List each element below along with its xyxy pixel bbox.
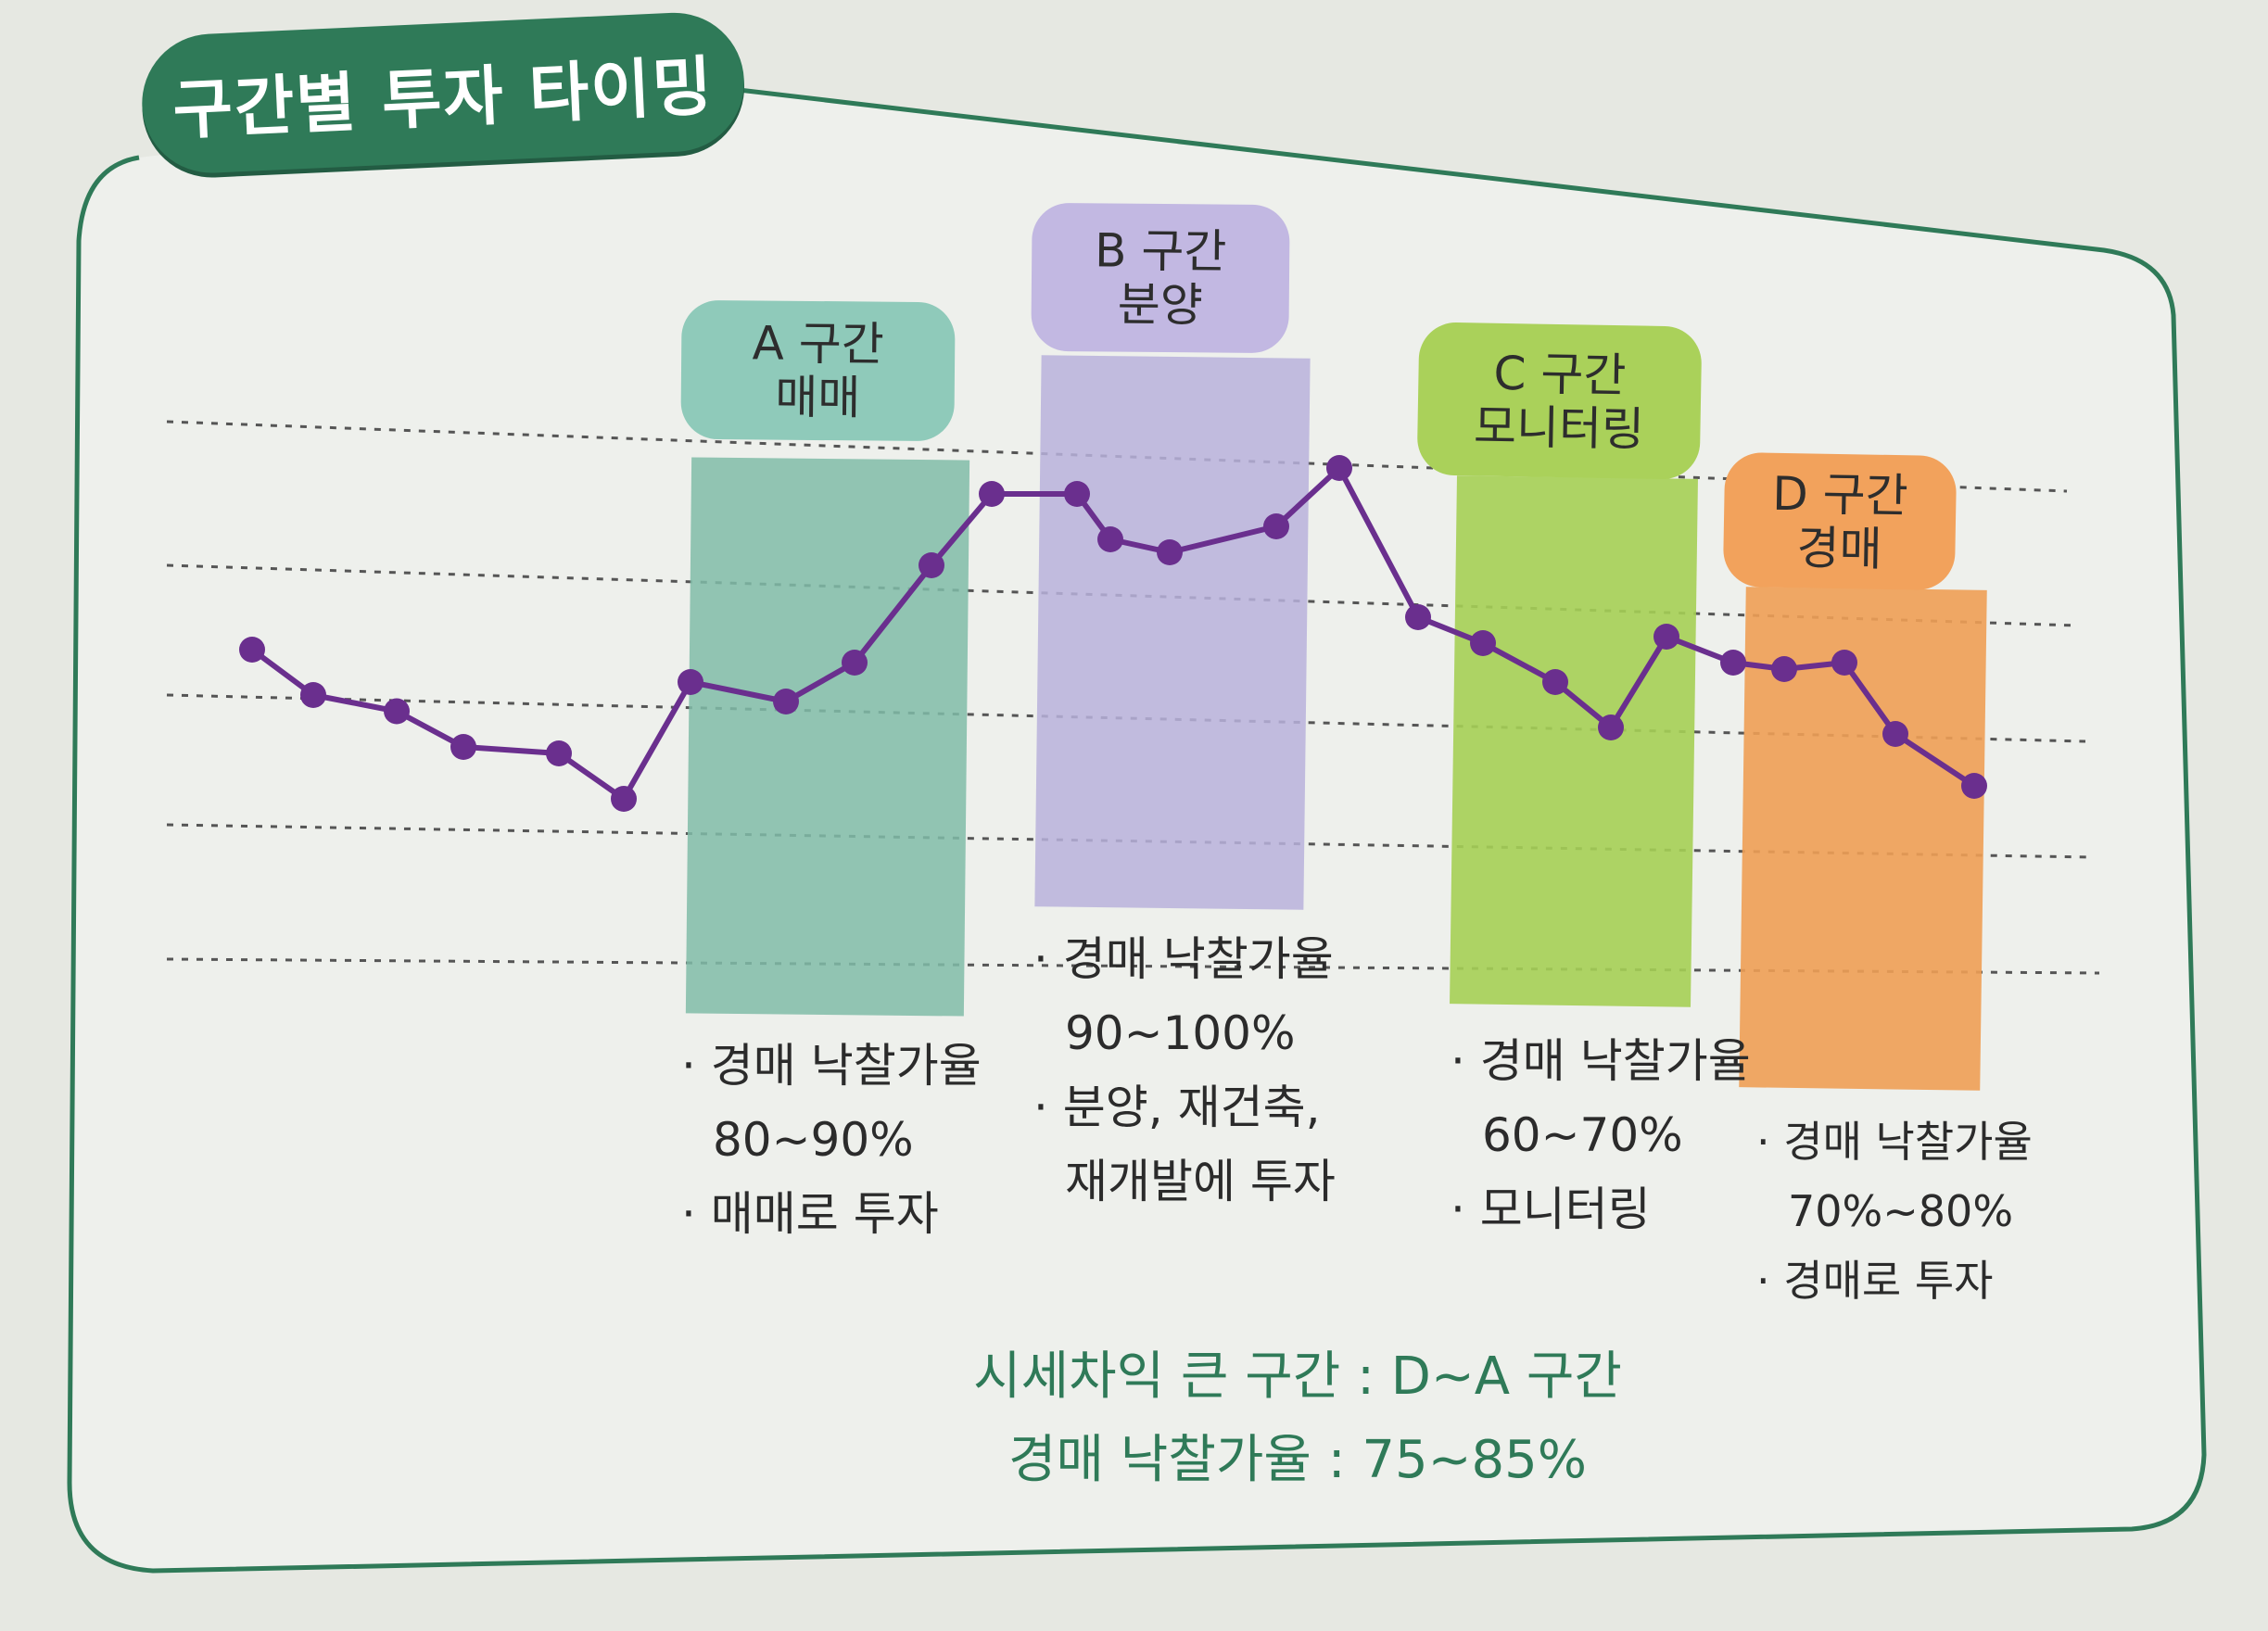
zone-a-details: · 경매 낙찰가율 80~90% · 매매로 투자 xyxy=(681,1029,982,1251)
zone-a-bullet-2: · 매매로 투자 xyxy=(681,1187,939,1241)
zone-b-bullet-1-cont: 90~100% xyxy=(1065,1006,1296,1060)
data-point xyxy=(1097,526,1123,552)
zone-d-label: D 구간 경매 xyxy=(1722,451,1958,591)
zone-a-label: A 구간 매매 xyxy=(680,299,956,442)
data-point xyxy=(1653,624,1679,650)
data-point xyxy=(919,552,944,578)
zone-b-bullet-1: · 경매 낙찰가율 xyxy=(1033,932,1334,986)
zone-c-details: · 경매 낙찰가율 60~70% · 모니터링 xyxy=(1451,1024,1751,1246)
data-point xyxy=(1961,773,1987,799)
data-point xyxy=(1831,650,1857,676)
data-point xyxy=(384,698,410,725)
data-point xyxy=(239,637,265,663)
data-point xyxy=(979,481,1005,507)
data-point xyxy=(1771,656,1797,682)
zone-b-type: 분양 xyxy=(1117,277,1203,333)
zone-c-type: 모니터링 xyxy=(1473,398,1645,457)
data-point xyxy=(300,682,326,708)
zone-a-type: 매매 xyxy=(774,370,861,425)
data-point xyxy=(1470,630,1496,656)
zone-c-name: C 구간 xyxy=(1493,346,1627,402)
data-point xyxy=(1157,539,1183,565)
data-point xyxy=(1542,669,1568,695)
zone-b-name: B 구간 xyxy=(1094,223,1227,279)
data-point xyxy=(1326,455,1352,481)
data-point xyxy=(773,689,799,714)
zone-d-bullet-1-cont: 70%~80% xyxy=(1788,1186,2014,1236)
zone-b-area xyxy=(1034,355,1311,910)
data-point xyxy=(1263,513,1289,539)
diagram-title-badge: 구간별 투자 타이밍 xyxy=(139,9,748,176)
data-point xyxy=(678,669,703,695)
data-point xyxy=(1720,650,1746,676)
data-point xyxy=(611,786,637,812)
zone-b-label: B 구간 분양 xyxy=(1031,202,1290,354)
zone-a-area xyxy=(685,457,970,1017)
data-point xyxy=(1405,604,1431,630)
zone-b-bullet-2: · 분양, 재건축, xyxy=(1033,1081,1321,1134)
zone-d-bullet-1: · 경매 낙찰가율 xyxy=(1756,1117,2033,1167)
zone-c-bullet-1: · 경매 낙찰가율 xyxy=(1451,1034,1751,1088)
summary-line-1: 시세차익 큰 구간 : D~A 구간 xyxy=(973,1347,1622,1407)
zone-c-bullet-2: · 모니터링 xyxy=(1451,1182,1651,1236)
zone-c-area xyxy=(1450,475,1698,1007)
data-point xyxy=(1064,481,1090,507)
zone-a-bullet-1: · 경매 낙찰가율 xyxy=(681,1039,982,1093)
data-point xyxy=(450,734,476,760)
data-point xyxy=(1882,721,1908,747)
zone-c-bullet-1-cont: 60~70% xyxy=(1482,1108,1683,1162)
data-point xyxy=(1598,714,1624,740)
zone-a-name: A 구간 xyxy=(752,316,885,372)
data-point xyxy=(842,650,868,676)
data-point xyxy=(546,740,572,766)
zone-d-name: D 구간 xyxy=(1771,466,1909,523)
zone-b-details: · 경매 낙찰가율 90~100% · 분양, 재건축, 재개발에 투자 xyxy=(1033,922,1336,1219)
zone-b-bullet-2-cont: 재개발에 투자 xyxy=(1065,1155,1336,1208)
zone-c-label: C 구간 모니터링 xyxy=(1416,322,1703,480)
zone-a-bullet-1-cont: 80~90% xyxy=(713,1113,914,1167)
zone-d-details: · 경매 낙찰가율 70%~80% · 경매로 투자 xyxy=(1756,1107,2033,1316)
summary-line-2: 경매 낙찰가율 : 75~85% xyxy=(1007,1430,1588,1490)
zone-d-type: 경매 xyxy=(1795,520,1882,576)
zone-d-area xyxy=(1739,587,1987,1091)
zone-d-bullet-2: · 경매로 투자 xyxy=(1756,1256,1994,1306)
price-series xyxy=(239,455,1987,812)
